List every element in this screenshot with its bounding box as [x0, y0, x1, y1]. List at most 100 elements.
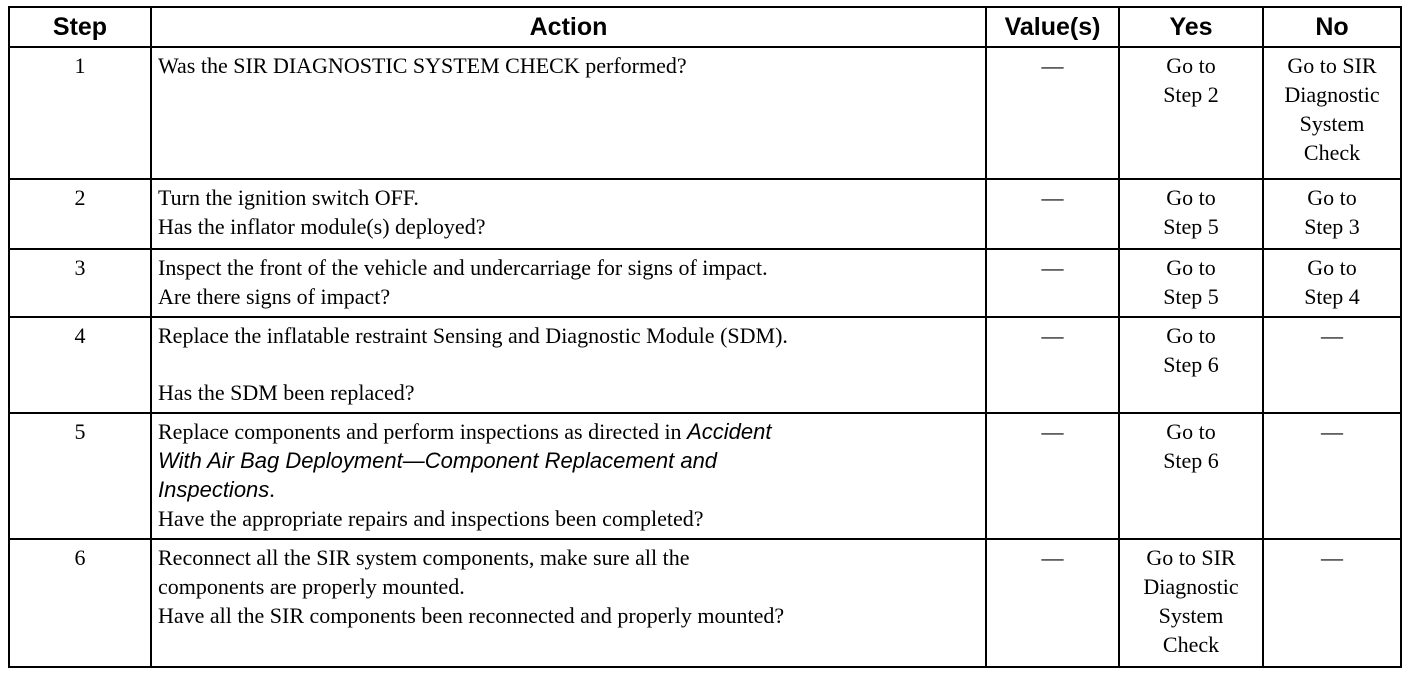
action-text: Replace the inflatable restraint Sensing…: [158, 323, 788, 348]
cell-line: Go to: [1166, 323, 1216, 348]
cell-line: Step 2: [1163, 82, 1219, 107]
yes-cell: Go to Step 6: [1118, 316, 1264, 414]
table-row: 5 Replace components and perform inspecti…: [8, 412, 1402, 540]
cell-line: Check: [1303, 140, 1361, 165]
action-text: Reconnect all the SIR system components,…: [158, 545, 690, 570]
step-cell: 2: [8, 178, 152, 250]
value-cell: —: [985, 248, 1120, 318]
action-cell: Was the SIR DIAGNOSTIC SYSTEM CHECK perf…: [150, 46, 987, 180]
cell-line: Step 5: [1163, 214, 1219, 239]
diagnostic-table: Step Action Value(s) Yes No 1 Was the SIR DIA…: [8, 6, 1402, 668]
cell-line: Go to: [1166, 255, 1216, 280]
action-line: Inspections.: [158, 475, 979, 504]
cell-line: System: [1158, 603, 1224, 628]
no-cell: Go to Step 3: [1262, 178, 1402, 250]
action-line: Have all the SIR components been reconne…: [158, 601, 979, 630]
step-number: 6: [74, 545, 86, 570]
table-row: 4 Replace the inflatable restraint Sensin…: [8, 316, 1402, 414]
header-row: Step Action Value(s) Yes No: [8, 6, 1402, 48]
action-text: .: [269, 477, 275, 502]
action-text: Are there signs of impact?: [158, 284, 391, 309]
action-line: With Air Bag Deployment—Component Replac…: [158, 446, 979, 475]
cell-line: Step 4: [1304, 284, 1360, 309]
step-number: 3: [74, 255, 86, 280]
cell-line: Step 6: [1163, 352, 1219, 377]
action-cell: Reconnect all the SIR system components,…: [150, 538, 987, 668]
action-line: Replace the inflatable restraint Sensing…: [158, 321, 979, 350]
table-row: 2 Turn the ignition switch OFF. Has the in…: [8, 178, 1402, 250]
yes-cell: Go to Step 2: [1118, 46, 1264, 180]
yes-cell: Go to Step 5: [1118, 178, 1264, 250]
no-cell: —: [1262, 538, 1402, 668]
action-reference: Accident: [687, 419, 772, 444]
cell-line: Go to: [1166, 419, 1216, 444]
no-cell: Go to Step 4: [1262, 248, 1402, 318]
table-row: 3 Inspect the front of the vehicle and un…: [8, 248, 1402, 318]
value-text: —: [1041, 255, 1064, 280]
step-cell: 6: [8, 538, 152, 668]
cell-line: Go to: [1166, 185, 1216, 210]
cell-line: System: [1299, 111, 1365, 136]
value-cell: —: [985, 316, 1120, 414]
step-number: 5: [74, 419, 86, 444]
table-row: 1 Was the SIR DIAGNOSTIC SYSTEM CHECK per…: [8, 46, 1402, 180]
action-reference: Inspections: [158, 477, 270, 502]
value-cell: —: [985, 46, 1120, 180]
cell-line: Diagnostic: [1284, 82, 1380, 107]
column-header: No: [1262, 6, 1402, 48]
table-body: 1 Was the SIR DIAGNOSTIC SYSTEM CHECK per…: [8, 46, 1402, 668]
action-line: components are properly mounted.: [158, 572, 979, 601]
table-row: 6 Reconnect all the SIR system components…: [8, 538, 1402, 668]
action-text: Turn the ignition switch OFF.: [158, 185, 419, 210]
action-line: Was the SIR DIAGNOSTIC SYSTEM CHECK perf…: [158, 51, 979, 80]
column-header: Value(s): [985, 6, 1120, 48]
cell-line: Go to: [1166, 53, 1216, 78]
value-text: —: [1041, 185, 1064, 210]
cell-line: Go to SIR: [1146, 545, 1236, 570]
action-line: Has the SDM been replaced?: [158, 378, 979, 407]
action-text: Has the SDM been replaced?: [158, 380, 415, 405]
step-number: 1: [74, 53, 86, 78]
cell-line: Go to: [1307, 255, 1357, 280]
action-text: Have the appropriate repairs and inspect…: [158, 506, 704, 531]
cell-line: Step 3: [1304, 214, 1360, 239]
step-cell: 1: [8, 46, 152, 180]
step-number: 4: [74, 323, 86, 348]
action-line: Turn the ignition switch OFF.: [158, 183, 979, 212]
step-cell: 3: [8, 248, 152, 318]
no-cell: —: [1262, 316, 1402, 414]
action-line: Inspect the front of the vehicle and und…: [158, 253, 979, 282]
action-cell: Replace the inflatable restraint Sensing…: [150, 316, 987, 414]
action-cell: Turn the ignition switch OFF. Has the inf…: [150, 178, 987, 250]
action-text: Has the inflator module(s) deployed?: [158, 214, 486, 239]
action-line: Have the appropriate repairs and inspect…: [158, 504, 979, 533]
cell-line: Step 6: [1163, 448, 1219, 473]
action-text: Replace components and perform inspectio…: [158, 419, 688, 444]
no-cell: —: [1262, 412, 1402, 540]
action-text: components are properly mounted.: [158, 574, 465, 599]
value-cell: —: [985, 178, 1120, 250]
column-header: Step: [8, 6, 152, 48]
value-text: —: [1041, 323, 1064, 348]
cell-line: —: [1321, 545, 1343, 570]
step-cell: 4: [8, 316, 152, 414]
yes-cell: Go to Step 5: [1118, 248, 1264, 318]
cell-line: —: [1321, 323, 1343, 348]
value-text: —: [1041, 53, 1064, 78]
value-text: —: [1041, 545, 1064, 570]
action-line: Are there signs of impact?: [158, 282, 979, 311]
action-line: Reconnect all the SIR system components,…: [158, 543, 979, 572]
value-cell: —: [985, 412, 1120, 540]
value-cell: —: [985, 538, 1120, 668]
action-cell: Replace components and perform inspectio…: [150, 412, 987, 540]
cell-line: Diagnostic: [1143, 574, 1239, 599]
action-line: Has the inflator module(s) deployed?: [158, 212, 979, 241]
action-text: Was the SIR DIAGNOSTIC SYSTEM CHECK perf…: [158, 53, 687, 78]
step-cell: 5: [8, 412, 152, 540]
cell-line: Go to: [1307, 185, 1357, 210]
column-header: Action: [150, 6, 987, 48]
yes-cell: Go to Step 6: [1118, 412, 1264, 540]
action-cell: Inspect the front of the vehicle and und…: [150, 248, 987, 318]
value-text: —: [1041, 419, 1064, 444]
